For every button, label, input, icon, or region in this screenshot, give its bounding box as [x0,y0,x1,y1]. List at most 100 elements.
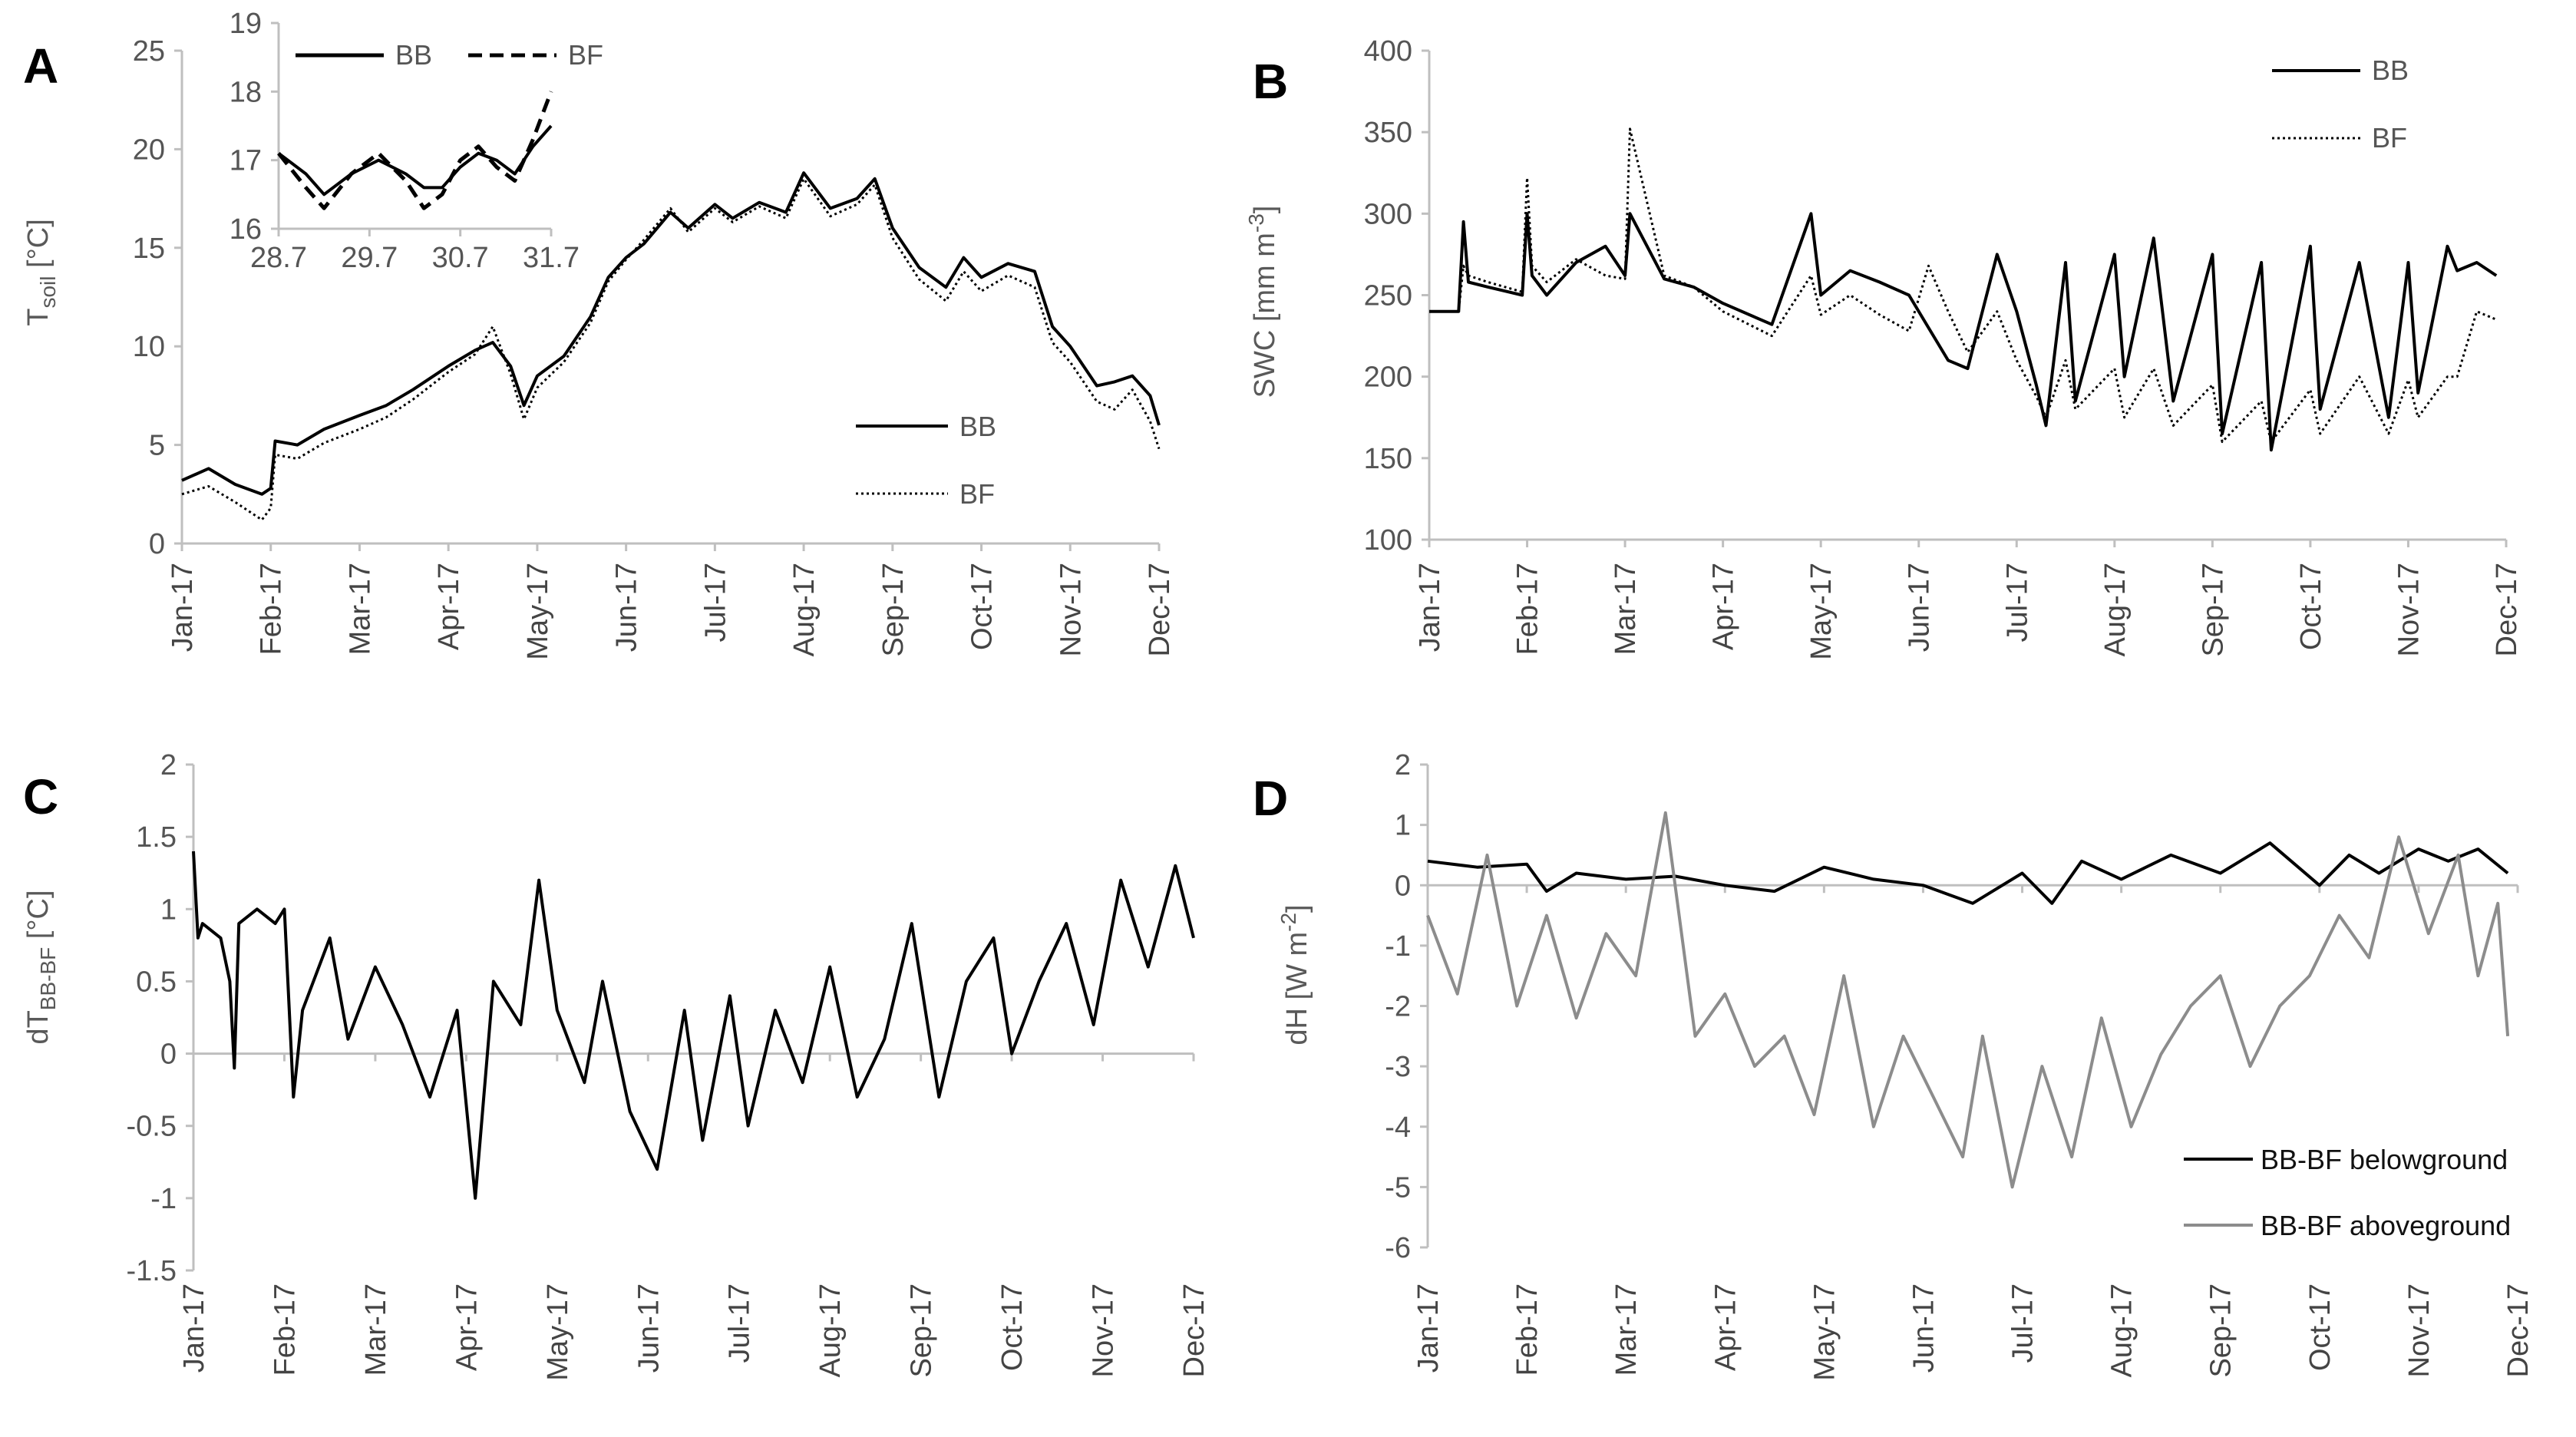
xtick-label: Dec-17 [2491,563,2523,657]
ytick-label: 350 [1364,117,1412,149]
xtick-label: May-17 [542,1283,574,1381]
xtick-label: Apr-17 [1708,563,1740,650]
ytick-label: 400 [1364,35,1412,68]
series-line-dt [192,851,1195,1200]
xtick-label: Jul-17 [2007,1283,2039,1363]
legend-d-below-label: BB-BF belowground [2261,1144,2508,1175]
panel-letter-d: D [1253,771,1288,826]
xtick-label: Aug-17 [2099,563,2132,657]
xtick-label: Jun-17 [1904,563,1936,652]
inset-legend-bb-label: BB [395,39,432,71]
xtick-label: Jul-17 [699,563,732,643]
xtick-label: 28.7 [250,242,307,274]
xtick-label: Dec-17 [1144,563,1176,657]
xtick-label: Jan-17 [167,563,199,652]
inset-legend-bf-label: BF [568,39,603,71]
xtick-label: Dec-17 [1178,1283,1210,1378]
xtick-label: Jul-17 [724,1283,756,1363]
ytick-label: 0.5 [136,966,177,998]
xtick-label: Aug-17 [788,563,821,657]
ytick-label: -4 [1385,1112,1411,1144]
xtick-label: Nov-17 [2393,563,2425,657]
ytick-label: 15 [133,233,165,265]
xtick-label: Apr-17 [451,1283,483,1371]
ytick-label: 0 [1395,870,1411,902]
xtick-label: Jul-17 [2001,563,2033,643]
panel-c: C -1.5 -1 -0.5 0 0.5 1 1.5 2 Jan-17 Feb-17 Mar-17… [22,749,1210,1381]
series-line-bb [277,124,553,197]
ytick-label: 0 [160,1039,177,1071]
xtick-label: Jan-17 [178,1283,210,1373]
xtick-label: Sep-17 [2205,1283,2237,1378]
xtick-label: May-17 [1808,1283,1841,1381]
xtick-label: Aug-17 [814,1283,847,1378]
ytick-label: -1.5 [127,1255,177,1287]
xtick-label: Jan-17 [1412,1283,1445,1373]
xtick-label: 29.7 [341,242,398,274]
xtick-label: Sep-17 [877,563,910,657]
ytick-label: 16 [230,213,262,246]
xtick-label: Feb-17 [269,1283,301,1376]
ytick-label: 20 [133,134,165,166]
panel-a: A 0 5 10 15 20 25 Jan-17 Feb-17 Mar-17 Apr-17 May… [22,8,1176,660]
xtick-label: Nov-17 [1088,1283,1120,1378]
xtick-label: Oct-17 [2295,563,2327,650]
xtick-label: Dec-17 [2502,1283,2535,1378]
xtick-label: Apr-17 [433,563,465,650]
series-line-bf [277,91,553,210]
series-line-bb-bf-belowground [1427,841,2509,905]
xtick-label: Mar-17 [344,563,376,655]
ytick-label: 150 [1364,443,1412,475]
panel-letter-c: C [23,769,58,824]
xtick-label: Feb-17 [1512,563,1544,655]
ytick-label: 1 [1395,810,1411,842]
xtick-label: Jun-17 [632,1283,665,1373]
series-line-bb [181,171,1161,496]
ytick-label: 18 [230,76,262,108]
xtick-label: Oct-17 [996,1283,1029,1371]
xtick-label: Mar-17 [1610,563,1642,655]
legend-a-bf-label: BF [959,478,995,510]
panel-letter-b: B [1253,54,1288,109]
xtick-label: 30.7 [432,242,489,274]
series-line-bf [1429,127,2497,444]
legend-b-bf-label: BF [2372,122,2407,154]
xtick-label: Oct-17 [966,563,999,650]
xtick-label: Jun-17 [1907,1283,1940,1373]
panel-b: B 100 150 200 250 300 350 400 Jan-17 Feb-17 Mar-… [1244,35,2523,660]
xtick-label: Sep-17 [906,1283,938,1378]
panel-a-inset: 16 17 18 19 28.7 29.7 30.7 31.7 BB BF [230,8,603,274]
panel-c-ylabel: dTBB-BF [°C] [22,890,60,1044]
panel-letter-a: A [23,38,58,94]
xtick-label: Feb-17 [1511,1283,1544,1376]
ytick-label: 0 [149,528,165,560]
ytick-label: 5 [149,430,165,462]
ytick-label: 2 [160,749,177,781]
xtick-label: Apr-17 [1709,1283,1742,1371]
ytick-label: 17 [230,145,262,177]
ytick-label: -5 [1385,1171,1411,1204]
ytick-label: -2 [1385,991,1411,1023]
ytick-label: 2 [1395,749,1411,781]
xtick-label: Jan-17 [1414,563,1446,652]
ytick-label: 1.5 [136,821,177,854]
ytick-label: -1 [150,1183,177,1215]
xtick-label: 31.7 [523,242,580,274]
xtick-label: Nov-17 [1055,563,1087,657]
xtick-label: Jun-17 [611,563,643,652]
legend-a-bb-label: BB [959,411,996,442]
ytick-label: 1 [160,894,177,926]
xtick-label: May-17 [522,563,554,660]
series-line-bb [1429,212,2498,452]
xtick-label: Oct-17 [2304,1283,2337,1371]
ytick-label: 19 [230,8,262,40]
xtick-label: Aug-17 [2106,1283,2138,1378]
ytick-label: 300 [1364,198,1412,230]
ytick-label: 100 [1364,524,1412,557]
ytick-label: 10 [133,331,165,363]
ytick-label: -6 [1385,1232,1411,1264]
ytick-label: -0.5 [127,1111,177,1143]
ytick-label: 25 [133,35,165,68]
series-line-bf [181,177,1161,521]
ytick-label: 200 [1364,362,1412,394]
